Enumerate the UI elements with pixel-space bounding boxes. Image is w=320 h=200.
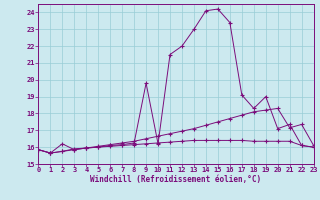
X-axis label: Windchill (Refroidissement éolien,°C): Windchill (Refroidissement éolien,°C) — [91, 175, 261, 184]
